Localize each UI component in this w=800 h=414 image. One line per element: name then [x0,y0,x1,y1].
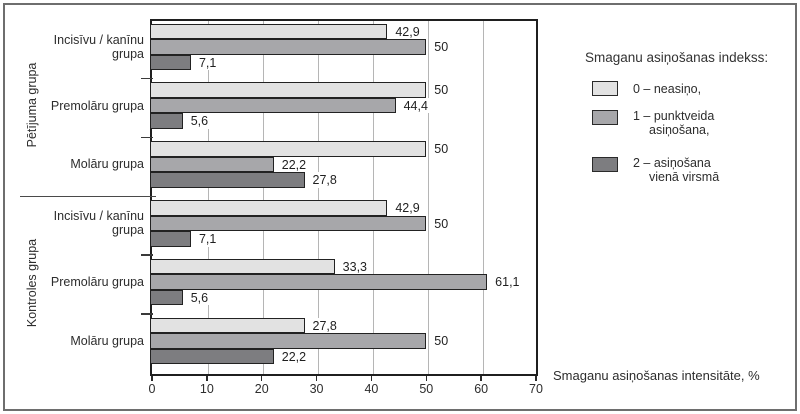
y-axis-tick [141,136,153,139]
bar-value-label: 50 [432,215,451,231]
bar [150,317,305,334]
bar-value-label: 33,3 [340,258,370,275]
legend-swatch-index-1 [592,110,618,125]
x-axis-tick [315,376,318,381]
bar [150,348,274,365]
bar-value-label: 44,4 [401,97,430,114]
x-axis-tick-label: 30 [309,382,324,396]
legend-title: Smaganu asiņošanas indekss: [585,50,769,65]
bar-value-label: 7,1 [196,54,219,70]
category-label-line: Incisīvu / kanīnu [53,209,144,224]
bar [150,82,427,98]
bar-value-label: 50 [432,141,451,157]
legend-label-line: vienā virsmā [649,169,720,184]
bar-value-label: 22,2 [279,348,309,365]
x-axis-tick-label: 50 [419,382,434,396]
category-label: Premolāru grupa [18,99,144,113]
category-label: Incisīvu / kanīnu grupa [18,33,144,61]
legend-swatch-index-0 [592,81,618,96]
figure-border [3,3,797,411]
x-axis-tick-label: 60 [474,382,489,396]
category-label-line: grupa [112,46,144,61]
category-label: Molāru grupa [18,157,144,171]
legend-label-line: asiņošana, [649,122,710,137]
bar [150,258,335,275]
gridline [482,21,484,374]
plot-area [150,19,538,376]
legend-swatch-index-2 [592,157,618,172]
bar [150,141,427,157]
x-axis-tick [480,376,482,381]
x-axis-tick [370,376,373,381]
bar-value-label: 50 [432,39,451,55]
x-axis-tick-label: 10 [199,382,214,396]
y-axis-tick [141,77,153,80]
x-axis-tick-label: 40 [364,382,379,396]
bar [150,54,191,70]
bar [150,274,488,290]
bar [150,97,396,114]
category-label-line: Molāru grupa [70,157,144,172]
bar-value-label: 61,1 [493,274,522,290]
category-label-line: Premolāru grupa [50,275,144,290]
x-axis-tick-label: 0 [148,382,156,396]
bar-value-label: 5,6 [188,113,211,129]
legend-label-index-2: 2 – asiņošana vienā virsmā [633,156,720,184]
x-axis-tick [206,376,208,381]
bar-value-label: 42,9 [393,23,422,39]
legend-label-line: 0 – neasiņo, [633,82,702,96]
bar [150,289,183,306]
x-axis-tick [151,376,153,381]
category-label-line: Incisīvu / kanīnu [53,32,144,47]
bar-value-label: 50 [432,333,451,349]
bar [150,23,388,39]
x-axis-tick-label: 20 [254,382,269,396]
category-label-line: grupa [112,223,144,238]
x-axis-tick [535,376,537,381]
gridline [427,21,429,374]
x-axis-title: Smaganu asiņošanas intensitāte, % [553,368,760,383]
bar-value-label: 27,8 [310,172,339,188]
gridline [263,21,265,374]
bar [150,215,427,231]
group-separator-line [20,195,156,197]
y-axis-tick [141,254,153,256]
legend-label-index-0: 0 – neasiņo, [633,82,701,97]
category-label-line: Premolāru grupa [50,98,144,113]
bar-value-label: 50 [432,82,451,98]
bar [150,113,183,129]
bar-value-label: 5,6 [188,289,211,306]
legend-label-line: 1 – punktveida [633,109,715,123]
bar [150,172,305,188]
bar [150,39,427,55]
y-axis-tick [141,313,153,315]
gridline [372,21,374,374]
bar-value-label: 7,1 [196,231,219,247]
bar [150,156,274,173]
gridline [208,21,210,374]
bar [150,333,427,349]
gridline [318,21,320,374]
bar [150,231,191,247]
x-axis-tick [260,376,263,381]
category-label-line: Molāru grupa [70,333,144,348]
bar-value-label: 27,8 [310,317,339,334]
bar [150,200,388,216]
legend-label-line: 2 – asiņošana [633,156,711,170]
category-label: Incisīvu / kanīnu grupa [18,209,144,237]
bar-value-label: 42,9 [393,200,422,216]
bar-value-label: 22,2 [279,156,309,173]
legend-label-index-1: 1 – punktveida asiņošana, [633,109,715,137]
category-label: Premolāru grupa [18,275,144,289]
category-label: Molāru grupa [18,334,144,348]
x-axis-tick-label: 70 [529,382,543,396]
x-axis-tick [425,376,428,381]
